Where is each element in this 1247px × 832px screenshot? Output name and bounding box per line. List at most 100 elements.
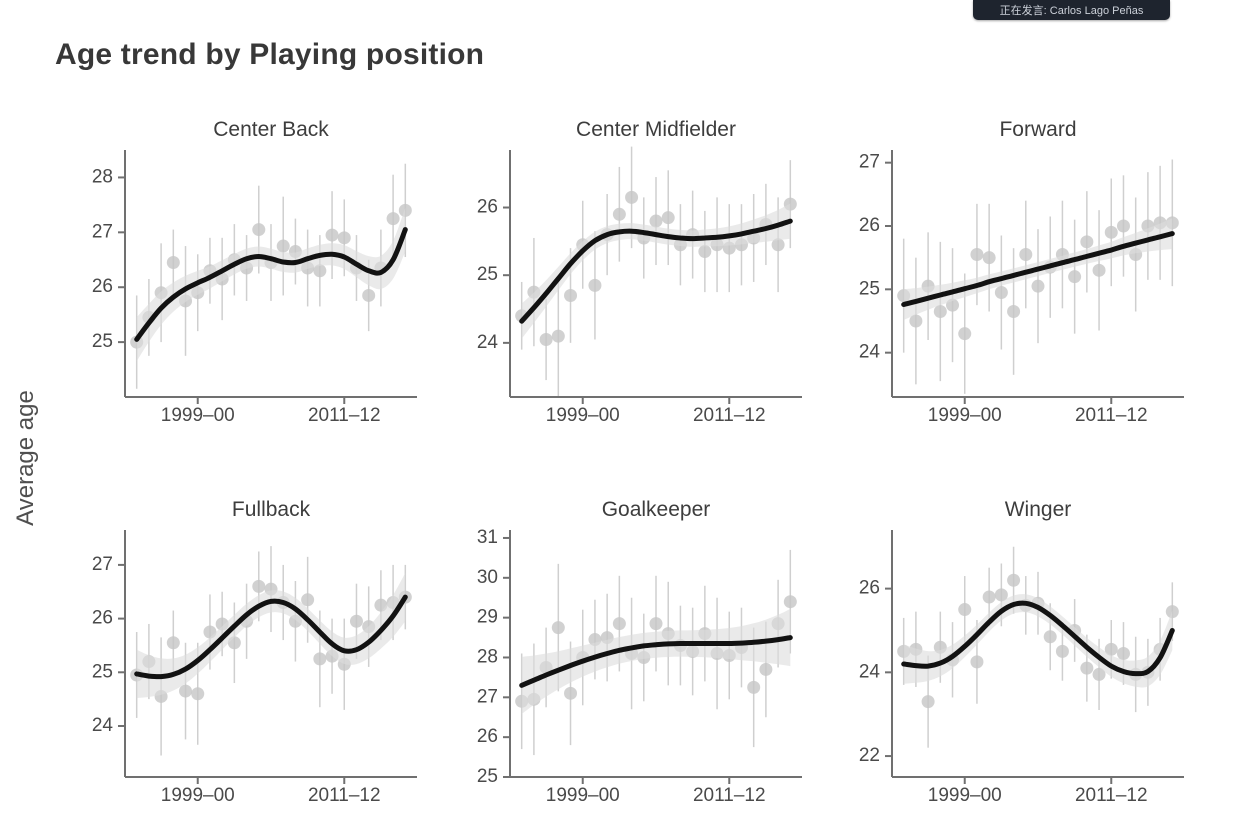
x-tick-label: 1999–00 [928,785,1002,806]
data-point [970,248,984,261]
facet-title: Forward [999,118,1076,141]
trend-line [901,600,1175,677]
facet-panel-forward: 24 25 26 27 1999–00 2011–12 Forward [834,105,1204,445]
data-point [970,655,984,669]
data-point [349,614,363,628]
facet-panel-winger: 22 24 26 1999–00 2011–12 Winger [834,485,1204,825]
y-tick-label: 30 [477,567,498,588]
y-tick-label: 31 [477,527,498,548]
confidence-ribbon [136,572,406,699]
y-axis-title: Average age [12,390,39,526]
trend-line [901,231,1175,307]
data-point [649,617,663,631]
data-point [1080,235,1094,249]
facet-chart-winger: 22 24 26 1999–00 2011–12 Winger [859,498,1184,806]
facet-panel-fullback: 24 25 26 27 1999–00 2011–12 Fullback [67,485,437,825]
y-tick-label: 25 [477,264,498,285]
y-tick-label: 25 [92,661,113,682]
data-point [958,327,972,341]
page-title: Age trend by Playing position [55,38,485,72]
x-tick-label: 2011–12 [693,785,766,806]
y-tick-label: 29 [477,607,498,628]
data-point [1116,647,1130,660]
data-point [166,256,180,270]
facet-chart-center-midfielder: 24 25 26 1999–00 2011–12 Center Midfielder [477,118,802,426]
data-point [1031,279,1045,293]
x-tick-label: 2011–12 [1075,405,1148,426]
facet-chart-fullback: 24 25 26 27 1999–00 2011–12 Fullback [92,498,417,806]
x-tick-label: 2011–12 [693,405,766,426]
data-point [276,239,290,253]
y-tick-label: 26 [92,608,113,629]
data-point [1080,661,1094,675]
data-point [1104,225,1118,239]
x-tick-label: 1999–00 [546,405,620,426]
data-point [191,687,205,701]
y-tick-label: 24 [859,342,881,363]
data-point [301,593,315,607]
data-point [1116,219,1130,233]
y-tick-label: 27 [92,554,113,575]
y-tick-label: 24 [92,715,114,736]
data-point [994,588,1008,602]
x-tick-label: 2011–12 [1075,785,1148,806]
data-point [1007,573,1021,587]
data-point [588,278,602,292]
y-tick-label: 25 [92,331,113,352]
y-tick-label: 28 [477,646,498,667]
data-point [313,652,327,666]
y-tick-label: 24 [859,661,881,682]
data-point [909,314,923,328]
data-point [649,214,663,228]
data-point [252,579,266,593]
data-point [362,288,376,302]
data-point [564,686,578,700]
trend-line [134,594,408,680]
data-point [759,662,773,676]
y-tick-label: 24 [477,332,499,353]
data-point [1019,248,1033,261]
x-tick-label: 1999–00 [546,785,620,806]
data-point [933,305,947,318]
facet-chart-goalkeeper: 25 26 27 28 29 30 31 1999–00 2011–12 Goalkeeper [477,498,802,806]
data-point [1092,667,1106,681]
facet-title: Goalkeeper [602,498,711,521]
y-tick-label: 27 [92,221,113,242]
data-point [783,595,797,609]
data-point [539,332,553,346]
data-point [698,245,712,259]
data-point [252,223,266,237]
facet-title: Winger [1005,498,1072,521]
facet-title: Center Midfielder [576,118,736,141]
x-tick-label: 2011–12 [308,405,381,426]
y-tick-label: 25 [859,278,880,299]
speaker-badge: 正在发言: Carlos Lago Peñas [973,0,1170,20]
facet-panel-center-midfielder: 24 25 26 1999–00 2011–12 Center Midfielder [452,105,822,445]
y-tick-label: 27 [859,152,880,173]
y-tick-label: 27 [477,686,498,707]
confidence-ribbon [136,207,406,362]
data-point [747,680,761,694]
x-tick-label: 2011–12 [308,785,381,806]
data-point [325,228,339,242]
trend-line [519,635,793,688]
data-point [1055,644,1069,658]
facet-chart-forward: 24 25 26 27 1999–00 2011–12 Forward [859,118,1184,426]
facet-panel-center-back: 25 26 27 28 1999–00 2011–12 Center Back [67,105,437,445]
y-tick-label: 28 [92,166,113,187]
speaker-badge-label: 正在发言: Carlos Lago Peñas [999,5,1144,17]
data-point [313,264,327,278]
x-tick-label: 1999–00 [161,405,235,426]
y-tick-label: 26 [859,578,880,599]
data-point [386,212,400,226]
facet-panel-goalkeeper: 25 26 27 28 29 30 31 1999–00 2011–12 Goalkeeper [452,485,822,825]
x-tick-label: 1999–00 [161,785,235,806]
data-point [982,590,996,604]
data-point [1165,605,1179,619]
y-tick-label: 26 [477,726,498,747]
y-tick-label: 26 [477,197,498,218]
y-tick-label: 25 [477,766,498,787]
data-point [958,603,972,617]
data-point [982,251,996,265]
data-point [564,288,578,302]
